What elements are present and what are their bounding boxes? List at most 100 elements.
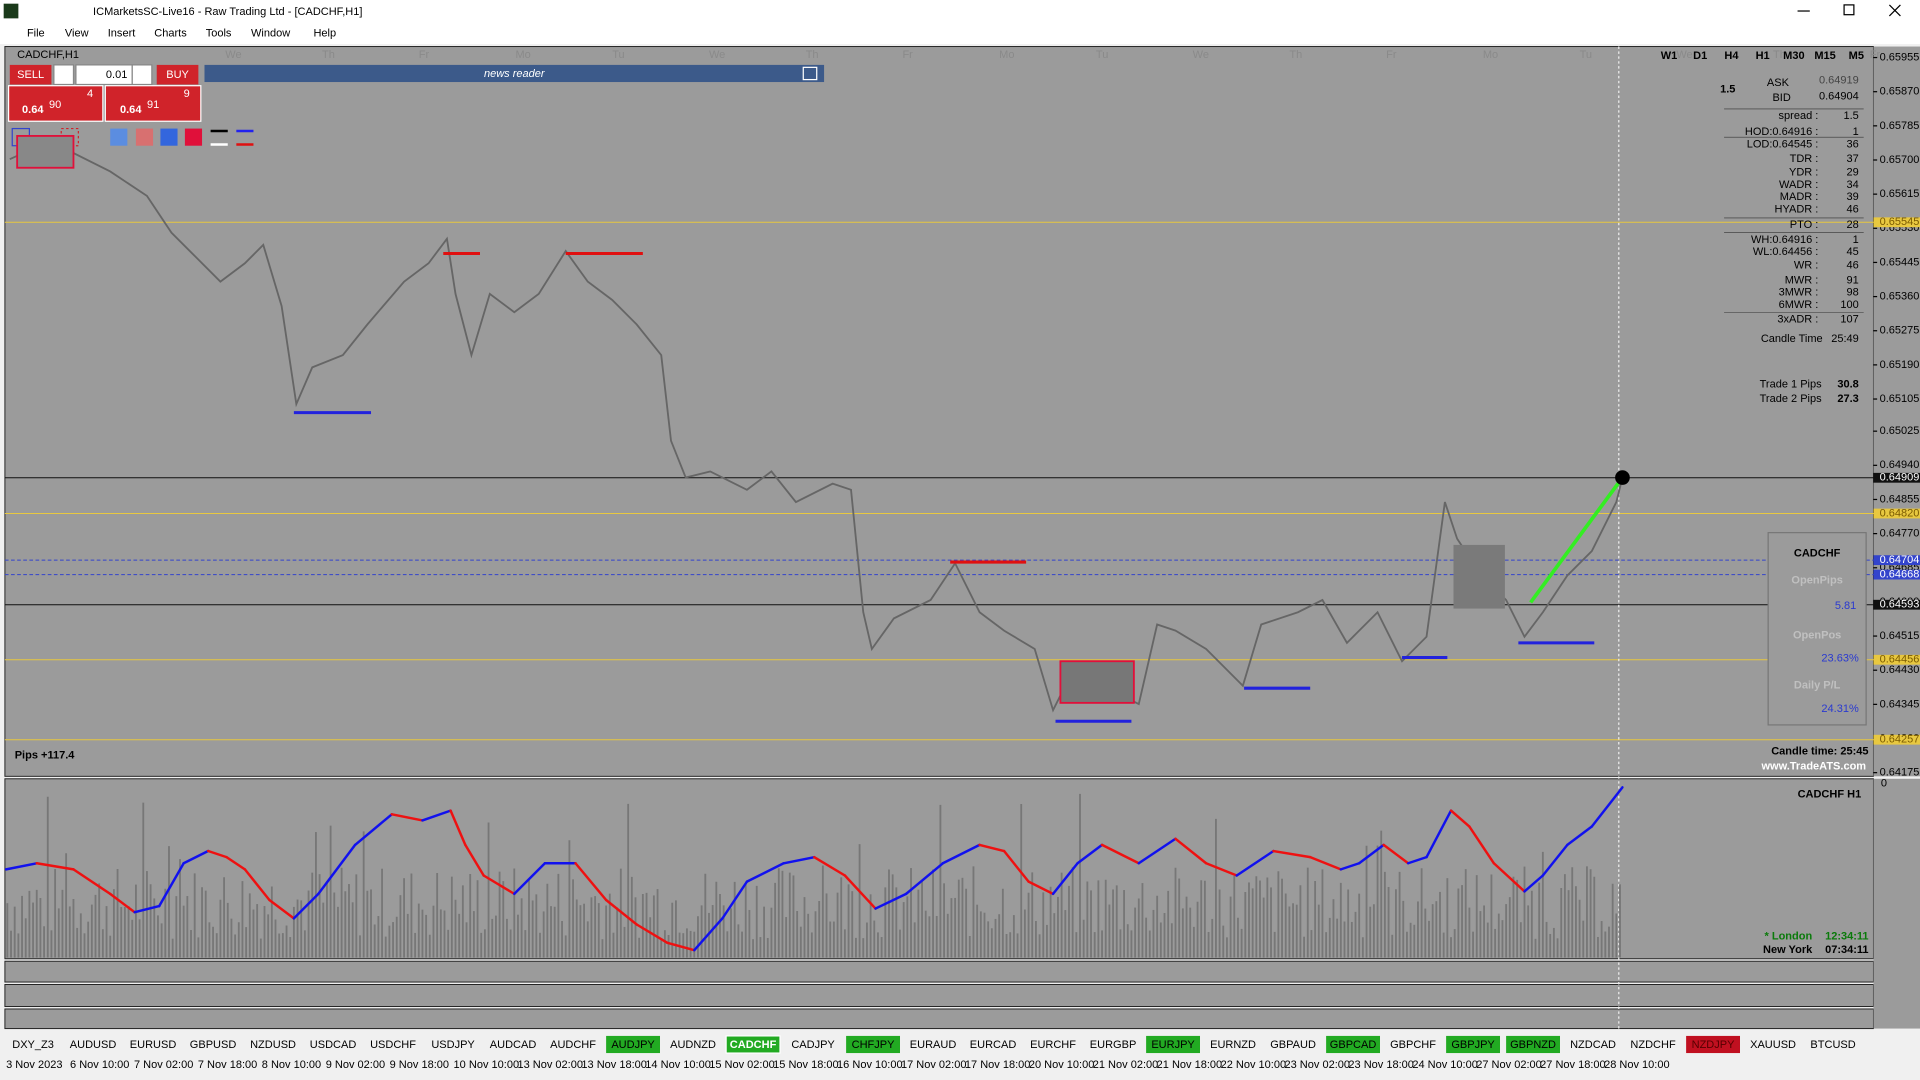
menu-item[interactable]: Window: [251, 28, 290, 40]
menu-item[interactable]: File: [27, 28, 45, 40]
timeframe[interactable]: H4: [1724, 50, 1739, 62]
info-value: 39: [1847, 191, 1859, 203]
site-label: www.TradeATS.com: [1760, 760, 1866, 772]
sell-button[interactable]: [9, 64, 52, 85]
oscillator-segment: [464, 843, 485, 877]
symbol-tab[interactable]: NZDCAD: [1570, 1039, 1616, 1051]
price-label: 0.65700: [1880, 154, 1920, 166]
symbol-tab[interactable]: AUDUSD: [70, 1039, 117, 1051]
symbol-tab[interactable]: BTCUSD: [1810, 1039, 1855, 1051]
oscillator-segment: [1566, 825, 1594, 847]
day-label: Fr: [1870, 49, 1881, 61]
symbol-tab[interactable]: NZDUSD: [250, 1039, 296, 1051]
price-label: 0.65190: [1880, 359, 1920, 371]
symbol-tab[interactable]: CADCHF: [730, 1039, 777, 1051]
price-label: 0.65615: [1880, 188, 1920, 200]
window-controls[interactable]: [1797, 4, 1901, 17]
symbol-tab[interactable]: AUDNZD: [670, 1039, 716, 1051]
ask-sup: 9: [184, 88, 190, 100]
symbol-tab[interactable]: USDJPY: [431, 1039, 475, 1051]
info-label: Candle Time: [1761, 333, 1823, 345]
symbol-tab[interactable]: EURGBP: [1090, 1039, 1137, 1051]
date-label: 7 Nov 18:00: [198, 1059, 257, 1071]
menu-bar: [0, 23, 1920, 45]
oscillator-segment: [1137, 837, 1177, 865]
drawing-tools[interactable]: [11, 127, 254, 169]
indicator-title: CADCHF H1: [1798, 789, 1862, 801]
lot-spinner[interactable]: [131, 64, 153, 86]
symbol-tab[interactable]: GBPJPY: [1451, 1039, 1495, 1051]
timeframe[interactable]: H1: [1756, 50, 1770, 62]
symbol-tab[interactable]: AUDCHF: [550, 1039, 596, 1051]
news-reader-title: news reader: [484, 68, 546, 80]
symbol-tab[interactable]: DXY_Z3: [12, 1039, 54, 1051]
symbol-tab[interactable]: GBPCHF: [1390, 1039, 1436, 1051]
symbol-tab[interactable]: GBPCAD: [1330, 1039, 1377, 1051]
symbol-tab[interactable]: GBPNZD: [1510, 1039, 1556, 1051]
oscillator-segment: [292, 892, 320, 920]
ask-box[interactable]: [104, 85, 202, 122]
ask-price: 0.64919: [1819, 75, 1859, 87]
oscillator-segment: [133, 904, 161, 914]
timeframe[interactable]: M15: [1814, 50, 1835, 62]
timeframe[interactable]: D1: [1693, 50, 1707, 62]
symbol-tab[interactable]: USDCAD: [310, 1039, 357, 1051]
info-value: 100: [1840, 299, 1858, 311]
symbol-tab[interactable]: GBPAUD: [1270, 1039, 1316, 1051]
oscillator-segment: [1468, 825, 1496, 865]
date-label: 6 Nov 10:00: [70, 1059, 129, 1071]
date-label: 3 Nov 2023: [6, 1059, 62, 1071]
symbol-tab[interactable]: EURCAD: [970, 1039, 1017, 1051]
symbol-tab[interactable]: AUDJPY: [611, 1039, 655, 1051]
position-panel: [1767, 532, 1867, 726]
ask-prefix: 0.64: [120, 104, 142, 116]
price-label: 0.64175: [1880, 767, 1920, 779]
open-pos: 23.63%: [1821, 653, 1859, 665]
symbol-tab[interactable]: GBPUSD: [190, 1039, 237, 1051]
symbol-tab[interactable]: EURAUD: [910, 1039, 957, 1051]
menu-item[interactable]: Tools: [206, 28, 232, 40]
news-reader-bar[interactable]: [204, 64, 825, 83]
symbol-tab[interactable]: EURNZD: [1210, 1039, 1256, 1051]
bid-big: 90: [49, 99, 61, 111]
timeframe[interactable]: M30: [1783, 50, 1804, 62]
price-label: 0.65275: [1880, 325, 1920, 337]
price-label: 0.64940: [1880, 459, 1920, 471]
menu-item[interactable]: View: [65, 28, 89, 40]
news-close[interactable]: [802, 66, 818, 81]
day-label: Tu: [1580, 49, 1592, 61]
symbol-tab[interactable]: CHFJPY: [852, 1039, 895, 1051]
symbol-tab[interactable]: EURCHF: [1030, 1039, 1076, 1051]
bid-box[interactable]: [7, 85, 104, 122]
symbol-tab[interactable]: NZDJPY: [1692, 1039, 1735, 1051]
symbol-tab[interactable]: XAUUSD: [1750, 1039, 1796, 1051]
date-label: 27 Nov 18:00: [1540, 1059, 1606, 1071]
info-value: 91: [1847, 274, 1859, 286]
symbol-tab[interactable]: NZDCHF: [1630, 1039, 1676, 1051]
date-label: 13 Nov 18:00: [581, 1059, 647, 1071]
lot-dropdown[interactable]: [53, 64, 75, 86]
symbol-highlight: [1146, 1035, 1200, 1054]
timeframe[interactable]: M5: [1849, 50, 1864, 62]
timeframe[interactable]: W1: [1661, 50, 1678, 62]
symbol-tab[interactable]: USDCHF: [370, 1039, 416, 1051]
buy-button[interactable]: [156, 64, 199, 85]
session-name: New York: [1763, 944, 1813, 956]
menu-item[interactable]: Charts: [154, 28, 187, 40]
oscillator-segment: [1523, 874, 1545, 893]
oscillator-segment: [782, 855, 816, 865]
info-label: YDR :: [1789, 167, 1818, 179]
oscillator-segment: [1406, 855, 1428, 865]
menu-item[interactable]: Insert: [108, 28, 136, 40]
menu-item[interactable]: Help: [313, 28, 336, 40]
info-label: WL:0.64456 :: [1753, 246, 1819, 258]
symbol-tab[interactable]: AUDCAD: [490, 1039, 537, 1051]
symbol-tab[interactable]: CADJPY: [791, 1039, 835, 1051]
date-label: 13 Nov 02:00: [517, 1059, 583, 1071]
symbol-tab[interactable]: EURJPY: [1151, 1039, 1195, 1051]
level-tag: [1873, 472, 1920, 483]
info-label: spread :: [1779, 110, 1819, 122]
symbol-tab[interactable]: EURUSD: [130, 1039, 177, 1051]
oscillator-segment: [1027, 880, 1055, 896]
